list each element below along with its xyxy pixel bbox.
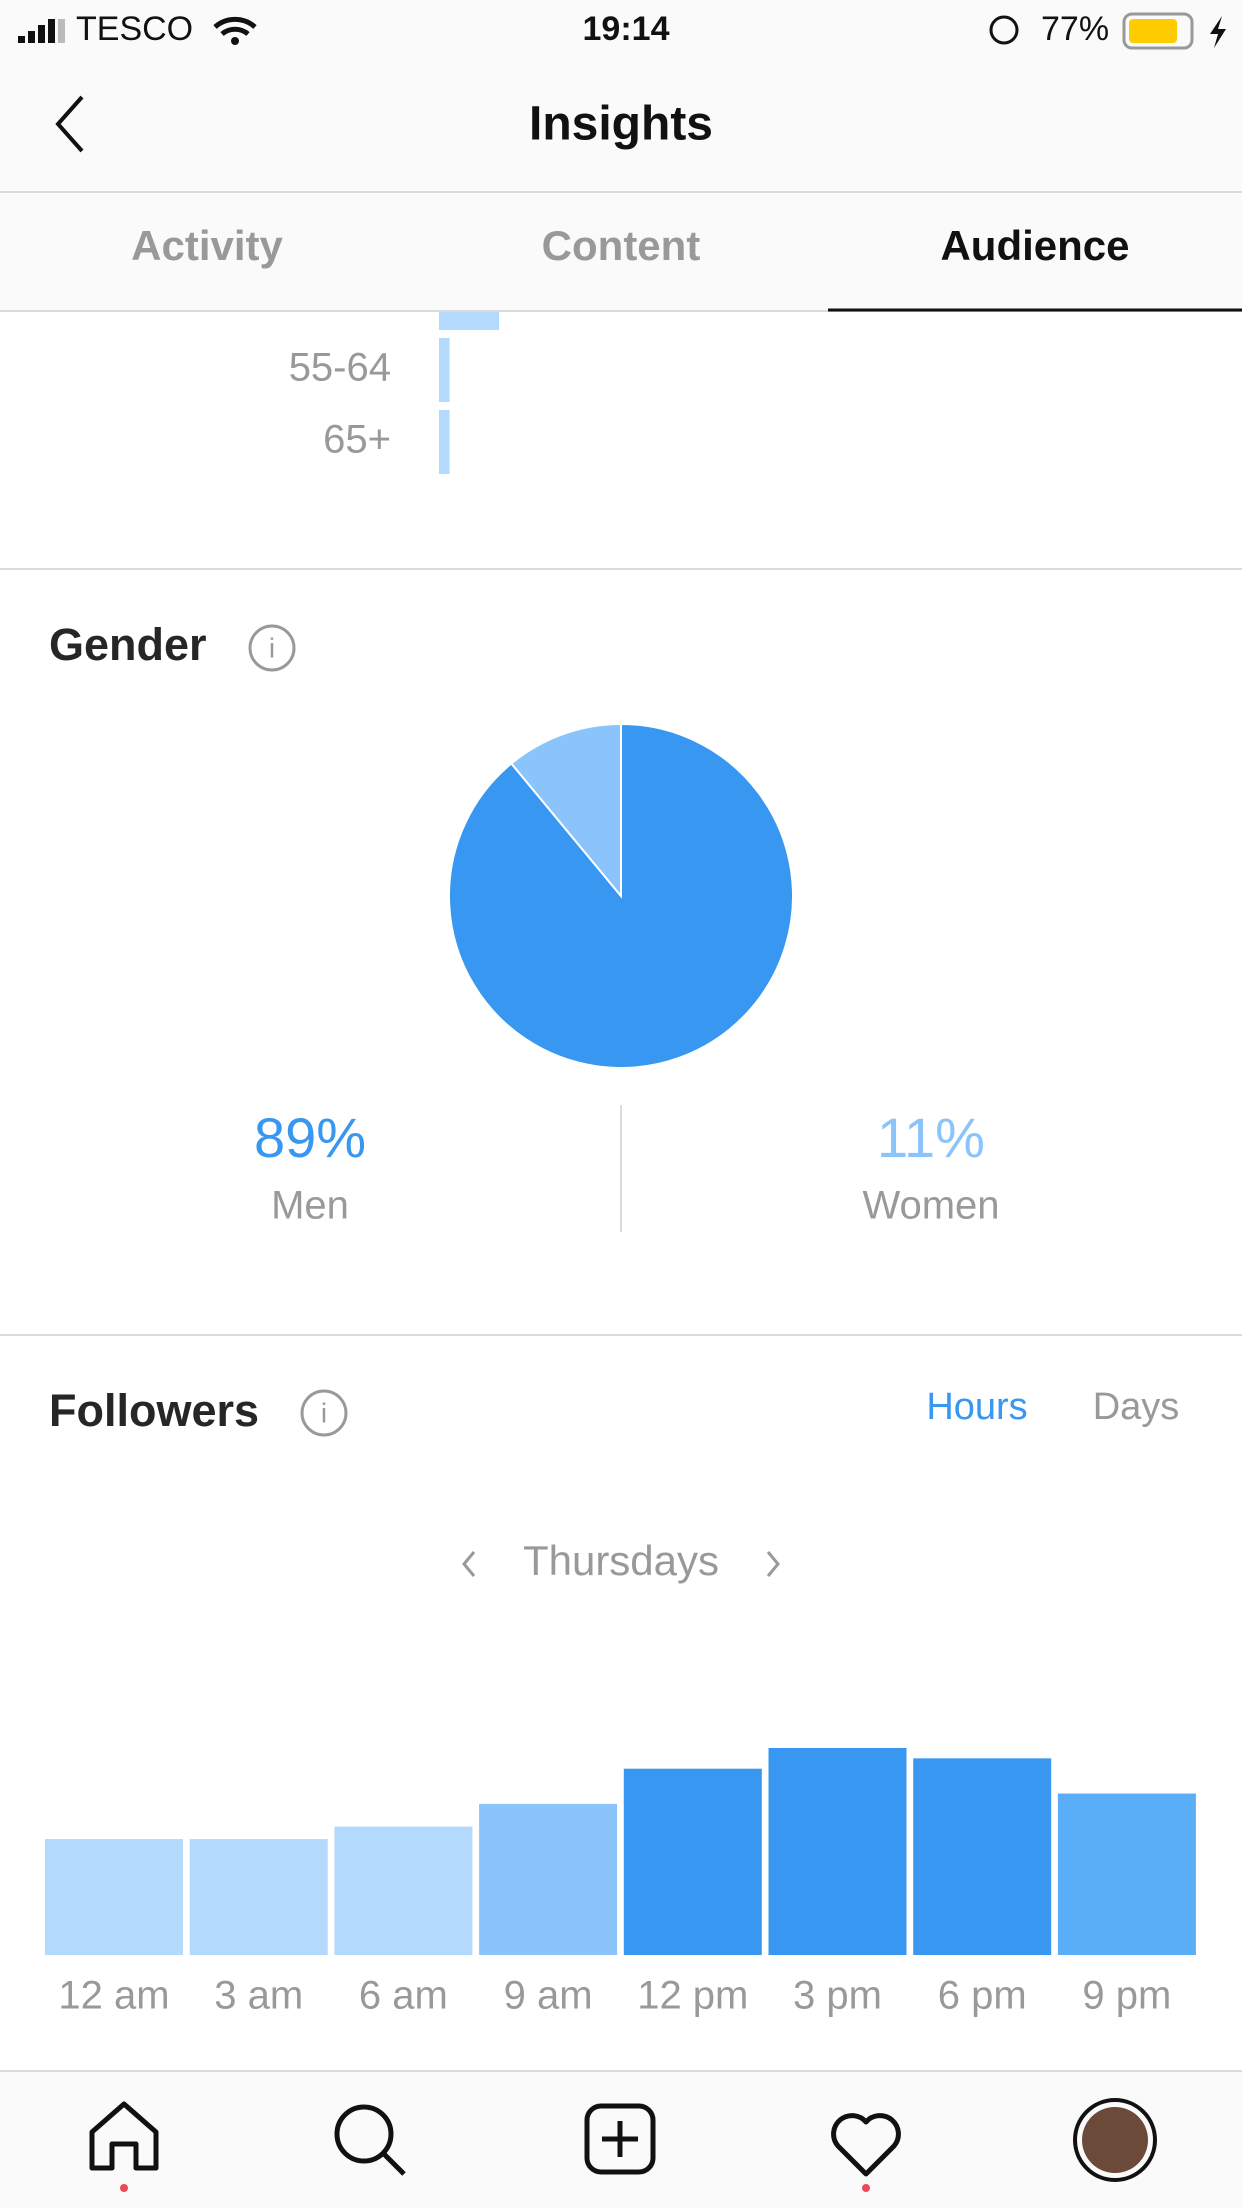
x-tick-label: 6 pm xyxy=(938,1974,1027,2018)
tabs: Activity Content Audience xyxy=(131,222,1129,269)
wifi xyxy=(231,37,239,45)
header-bg xyxy=(0,0,1242,311)
signal xyxy=(18,36,25,43)
back-button[interactable] xyxy=(55,95,84,153)
signal xyxy=(48,19,55,43)
prev-arrow[interactable] xyxy=(462,1551,476,1577)
x-tick-label: 12 pm xyxy=(637,1974,748,2018)
bar xyxy=(189,1839,328,1955)
x-tick-label: 12 am xyxy=(58,1974,169,2018)
battery-text: 77% xyxy=(1041,10,1109,48)
bar xyxy=(334,1826,473,1955)
gender-percent: 89% xyxy=(254,1106,366,1169)
home-icon[interactable] xyxy=(89,2101,159,2171)
profile-icon[interactable] xyxy=(1073,2098,1157,2182)
toggle-option[interactable]: Days xyxy=(1093,1386,1180,1428)
signal xyxy=(28,31,35,43)
tab[interactable]: Activity xyxy=(131,222,283,269)
age-label: 55-64 xyxy=(289,346,391,390)
wifi xyxy=(213,16,257,37)
age-bar xyxy=(439,410,450,474)
battery xyxy=(1122,12,1194,50)
content: 45-5455-6465+Genderi89%Men11%WomenFollow… xyxy=(0,266,1242,2018)
tab[interactable]: Content xyxy=(542,222,701,269)
section-title: Followers xyxy=(49,1385,259,1436)
x-tick-label: 9 am xyxy=(504,1974,593,2018)
x-tick-label: 9 pm xyxy=(1082,1974,1171,2018)
page-title: Insights xyxy=(529,98,713,151)
bar xyxy=(768,1748,907,1955)
bar xyxy=(45,1839,183,1955)
info-glyph: i xyxy=(321,1397,327,1428)
info-icon[interactable] xyxy=(248,624,296,672)
x-tick-label: 6 am xyxy=(359,1974,448,2018)
info-glyph: i xyxy=(269,632,275,663)
day-label: Thursdays xyxy=(523,1537,719,1584)
notification-dot xyxy=(862,2184,870,2192)
notification-dot xyxy=(120,2184,128,2192)
status-bar: TESCO 19:14 77% xyxy=(18,10,1226,50)
gender-label: Men xyxy=(271,1184,349,1228)
section-title: Gender xyxy=(49,619,207,670)
battery-level xyxy=(1129,19,1177,43)
x-tick-label: 3 am xyxy=(214,1974,303,2018)
charging xyxy=(1210,16,1226,48)
carrier: TESCO xyxy=(76,10,193,48)
signal xyxy=(58,19,65,43)
search-icon[interactable] xyxy=(334,2104,406,2176)
gender-percent: 11% xyxy=(877,1106,985,1169)
x-tick-label: 3 pm xyxy=(793,1974,882,2018)
age-bar xyxy=(439,338,450,402)
tab[interactable]: Audience xyxy=(940,222,1129,269)
pie-slice xyxy=(509,722,622,899)
new-post-icon[interactable] xyxy=(584,2103,656,2175)
bar xyxy=(1057,1793,1196,1955)
activity-icon[interactable] xyxy=(831,2113,901,2177)
gender-label: Women xyxy=(862,1184,999,1228)
lock-icon xyxy=(989,15,1019,45)
age-label: 65+ xyxy=(323,418,391,462)
toggle-option[interactable]: Hours xyxy=(926,1386,1027,1428)
next-arrow[interactable] xyxy=(766,1551,780,1577)
time: 19:14 xyxy=(583,10,670,48)
signal xyxy=(38,25,45,43)
bar xyxy=(479,1803,618,1955)
bar xyxy=(623,1768,762,1955)
info-icon[interactable] xyxy=(300,1389,348,1437)
bar xyxy=(913,1758,1052,1955)
